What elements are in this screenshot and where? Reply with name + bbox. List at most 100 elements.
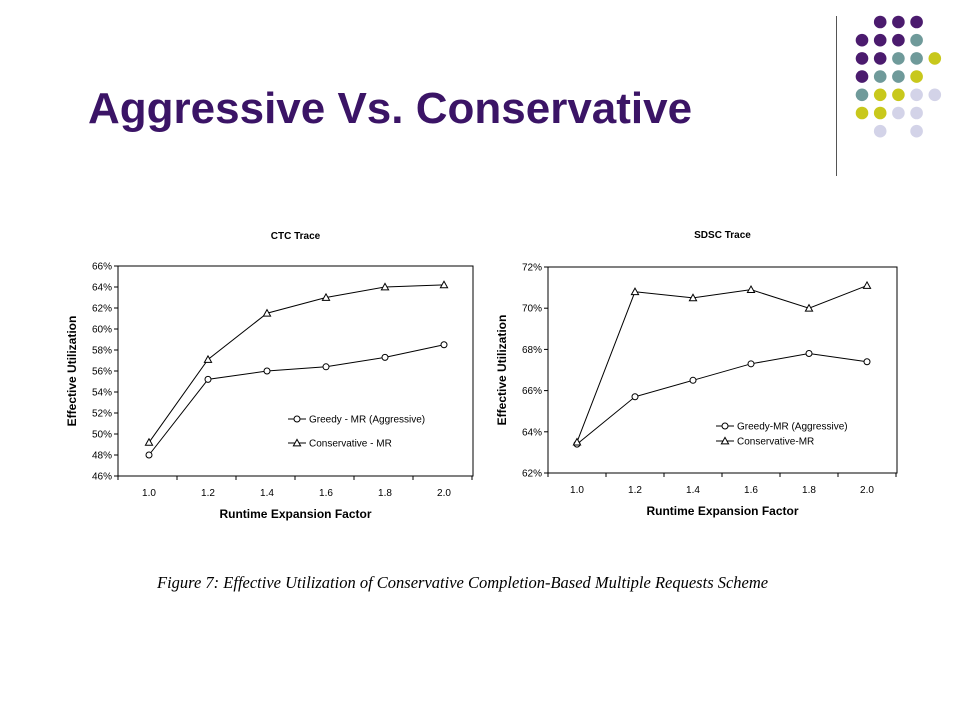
ctc-data-point [203,354,213,363]
sdsc-y-tick-label: 64% [522,427,542,438]
ctc-series-line-greedy [148,344,445,456]
ctc-y-tick-label: 50% [92,430,112,441]
ctc-x-tick-label: 1.4 [260,488,274,499]
decor-dot [873,52,887,65]
sdsc-x-tick-label: 1.2 [628,485,642,496]
sdsc-y-tick-label: 68% [522,345,542,356]
sdsc-data-point [631,393,639,401]
ctc-x-tick-label: 1.8 [378,488,392,499]
decor-dot [892,33,905,47]
decor-dot [928,88,942,102]
ctc-legend-label: Greedy - MR (Aggressive) [309,415,425,426]
decor-dot [892,106,905,120]
ctc-data-point [439,280,449,289]
decor-dot [910,33,923,47]
ctc-chart-title: CTC Trace [271,231,321,242]
sdsc-legend-marker [721,422,729,430]
ctc-y-tick-label: 64% [92,283,112,294]
ctc-trace-chart: CTC Trace 46% 48% 50% 52% 54% 56% 58% 60% 62% 64% 6… [65,231,474,521]
decor-dot [892,70,905,83]
decor-dot [873,70,887,83]
ctc-data-point [204,375,212,383]
ctc-x-tick-label: 2.0 [437,488,451,499]
sdsc-trace-chart: SDSC Trace 62% 64% 66% 68% 70% 72% 1.0 1.2 1.4 1.6… [495,230,898,518]
ctc-y-tick-label: 46% [92,472,112,483]
sdsc-x-tick-label: 1.0 [570,485,584,496]
ctc-data-point [321,292,331,301]
sdsc-legend-label: Conservative-MR [737,437,814,448]
decor-dot [910,52,923,65]
sdsc-data-point [688,293,698,302]
decor-dot [910,124,923,138]
sdsc-y-tick-label: 70% [522,304,542,315]
ctc-y-tick-label: 58% [92,346,112,357]
decor-dot [855,88,869,102]
sdsc-y-axis-label: Effective Utilization [495,315,509,426]
sdsc-legend-label: Greedy-MR (Aggressive) [737,422,848,433]
sdsc-series-line-greedy [576,353,868,445]
decor-dot [855,70,869,83]
sdsc-data-point [747,360,755,368]
ctc-legend-marker [292,438,302,447]
sdsc-legend-marker [720,436,730,445]
ctc-data-point [440,341,448,349]
sdsc-data-point [804,303,814,312]
sdsc-data-point [805,350,813,358]
decor-dot [892,52,905,65]
sdsc-data-point [862,280,872,289]
sdsc-series-line-conservative [576,285,868,443]
decor-dot [910,70,923,83]
decor-dot [873,33,887,47]
sdsc-data-point [572,437,582,446]
decor-dot [892,88,905,102]
decor-dot [892,15,905,29]
ctc-x-tick-label: 1.2 [201,488,215,499]
sdsc-y-tick-label: 72% [522,263,542,274]
sdsc-x-axis-label: Runtime Expansion Factor [646,504,798,518]
ctc-data-point [322,363,330,371]
decor-dot [855,106,869,120]
ctc-y-tick-label: 56% [92,367,112,378]
decor-dot [910,88,923,102]
sdsc-data-point [630,287,640,296]
sdsc-y-tick-label: 62% [522,469,542,480]
decor-dot [873,106,887,120]
ctc-y-tick-label: 62% [92,304,112,315]
ctc-y-tick-label: 52% [92,409,112,420]
slide-title: Aggressive Vs. Conservative [88,84,693,133]
decor-dot [873,88,887,102]
decor-dot [855,52,869,65]
decor-dot [910,15,923,29]
ctc-x-tick-label: 1.6 [319,488,333,499]
ctc-x-axis-label: Runtime Expansion Factor [219,507,371,521]
decor-dot [910,106,923,120]
ctc-data-point [262,308,272,317]
figure-caption: Figure 7: Effective Utilization of Conse… [157,573,769,592]
title-divider [836,16,837,176]
sdsc-data-point [746,285,756,294]
ctc-data-point [145,451,153,459]
ctc-data-point [263,367,271,375]
sdsc-x-tick-label: 1.6 [744,485,758,496]
sdsc-chart-title: SDSC Trace [694,230,751,241]
decor-dot [873,15,887,29]
ctc-y-tick-label: 54% [92,388,112,399]
sdsc-data-point [863,358,871,366]
decor-dot [928,52,942,65]
ctc-series-line-conservative [148,284,445,443]
ctc-y-axis-label: Effective Utilization [65,316,79,427]
ctc-data-point [381,353,389,361]
decor-dot [873,124,887,138]
sdsc-x-tick-label: 1.4 [686,485,700,496]
ctc-data-point [144,437,154,446]
decor-dot [855,33,869,47]
sdsc-x-tick-label: 2.0 [860,485,874,496]
ctc-data-point [380,282,390,291]
sdsc-y-tick-label: 66% [522,386,542,397]
sdsc-data-point [689,376,697,384]
ctc-y-tick-label: 48% [92,451,112,462]
ctc-y-tick-label: 60% [92,325,112,336]
ctc-legend-label: Conservative - MR [309,439,392,450]
ctc-x-tick-label: 1.0 [142,488,156,499]
